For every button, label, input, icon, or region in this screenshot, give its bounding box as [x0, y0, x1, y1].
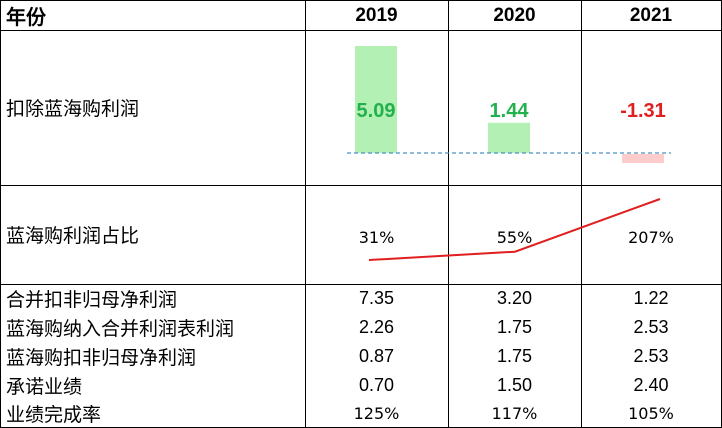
year-header: 2019 [355, 5, 398, 26]
table-cell: 2.53 [633, 345, 669, 366]
bar [622, 154, 664, 163]
grid-line [0, 0, 1, 428]
row-label: 承诺业绩 [6, 375, 83, 398]
row-label: 蓝海购扣非归母净利润 [6, 346, 197, 369]
table-cell: 0.87 [358, 345, 395, 366]
bar-data-label: 5.09 [357, 100, 396, 122]
grid-line [0, 30, 722, 31]
year-header: 2021 [629, 5, 673, 26]
grid-line [448, 0, 449, 428]
table-cell: 125% [353, 403, 400, 423]
share-data-label: 207% [628, 227, 674, 247]
bar-data-label: 1.44 [490, 100, 530, 122]
row-label: 扣除蓝海购利润 [6, 98, 140, 120]
table-cell: 3.20 [496, 287, 533, 308]
grid-line [0, 0, 722, 1]
table-cell: 0.70 [358, 374, 395, 395]
bar-data-label: -1.31 [620, 100, 666, 122]
table-cell: 117% [491, 403, 538, 423]
share-data-label: 55% [496, 227, 533, 247]
row-label: 蓝海购纳入合并利润表利润 [6, 317, 235, 340]
table-cell: 1.22 [633, 287, 669, 308]
table-cell: 2.26 [358, 316, 395, 337]
year-header: 2020 [493, 5, 536, 26]
table-cell: 1.75 [496, 316, 533, 337]
row-label: 合并扣非归母净利润 [6, 288, 178, 311]
row-label: 业绩完成率 [6, 403, 102, 426]
grid-line [305, 0, 306, 428]
series-line [368, 198, 661, 261]
grid-line [0, 185, 722, 186]
grid-line [0, 284, 722, 285]
table-cell: 1.50 [496, 374, 533, 395]
table-cell: 105% [628, 403, 674, 423]
row-label: 蓝海购利润占比 [6, 225, 140, 247]
header-label: 年份 [6, 4, 46, 29]
bar [355, 46, 397, 153]
bar [488, 122, 530, 153]
table-cell: 7.35 [358, 287, 395, 308]
table-cell: 1.75 [496, 345, 533, 366]
table-cell: 2.40 [633, 374, 669, 395]
share-data-label: 31% [358, 227, 395, 247]
grid-line [581, 0, 582, 428]
table-cell: 2.53 [633, 316, 669, 337]
